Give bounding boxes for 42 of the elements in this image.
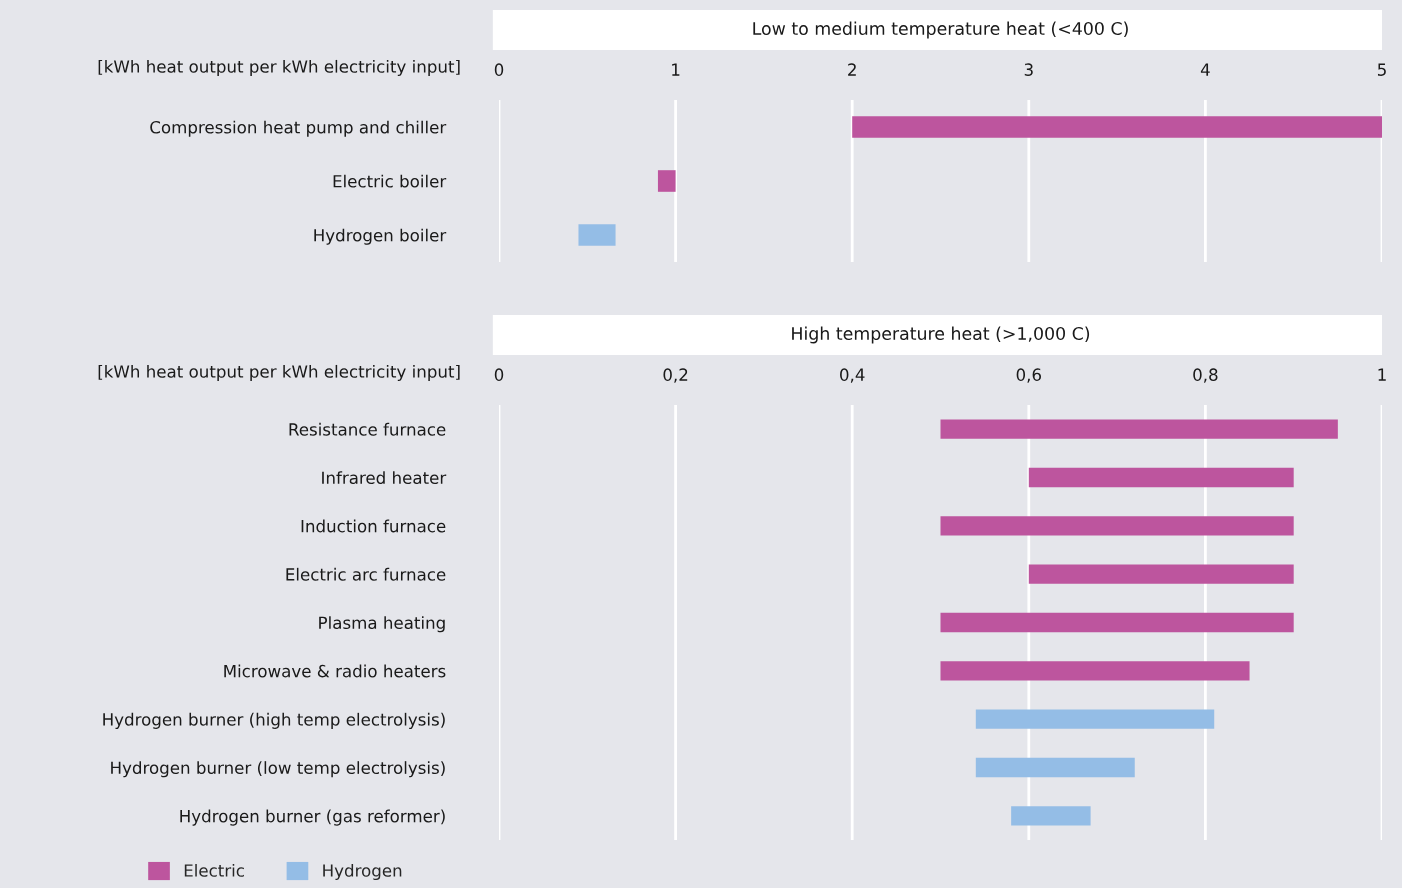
bar [578,224,616,246]
legend-label: Hydrogen [323,863,402,881]
x-tick-label: 0 [494,63,504,76]
x-tick-label: 4 [1200,63,1210,76]
x-tick-label: 0,4 [840,368,865,383]
bar [975,757,1135,778]
bar [975,709,1215,729]
x-axis-title: [kWh heat output per kWh electricity input] [98,364,460,382]
x-tick-label: 0,6 [1016,368,1041,383]
y-tick-label: Infrared heater [322,471,447,485]
y-tick-label: Induction furnace [301,519,446,533]
x-tick-label: 5 [1377,63,1386,76]
y-tick-label: Electric boiler [333,174,447,188]
y-tick-label: Hydrogen boiler [314,228,447,245]
y-tick-label: Compression heat pump and chiller [150,120,447,137]
x-tick-label: 0 [494,368,504,381]
bar [940,661,1250,681]
bar [940,612,1294,633]
bar [852,116,1382,138]
chart-title: Low to medium temperature heat (<400 C) [753,21,1128,39]
y-tick-label: Electric arc furnace [286,567,446,581]
y-tick-label: Microwave & radio heaters [224,664,446,678]
y-tick-label: Hydrogen burner (gas reformer) [180,809,445,826]
x-tick-label: 2 [848,63,856,76]
x-tick-label: 1 [1378,368,1386,381]
chart-title: High temperature heat (>1,000 C) [792,326,1090,344]
bar [940,419,1338,439]
x-tick-label: 1 [672,63,680,76]
x-tick-label: 3 [1024,63,1033,76]
y-tick-label: Plasma heating [319,616,445,633]
y-tick-label: Resistance furnace [289,422,446,436]
y-tick-label: Hydrogen burner (high temp electrolysis) [103,712,445,729]
bar [1028,467,1294,488]
bar [657,170,676,192]
bar [1011,806,1091,826]
x-tick-label: 0,2 [663,368,688,383]
legend-label: Electric [184,863,244,877]
y-tick-label: Hydrogen burner (low temp electrolysis) [111,761,445,778]
bar [940,516,1294,536]
x-axis-title: [kWh heat output per kWh electricity input] [98,59,460,77]
x-tick-label: 0,8 [1193,368,1218,383]
bar [1028,564,1294,584]
